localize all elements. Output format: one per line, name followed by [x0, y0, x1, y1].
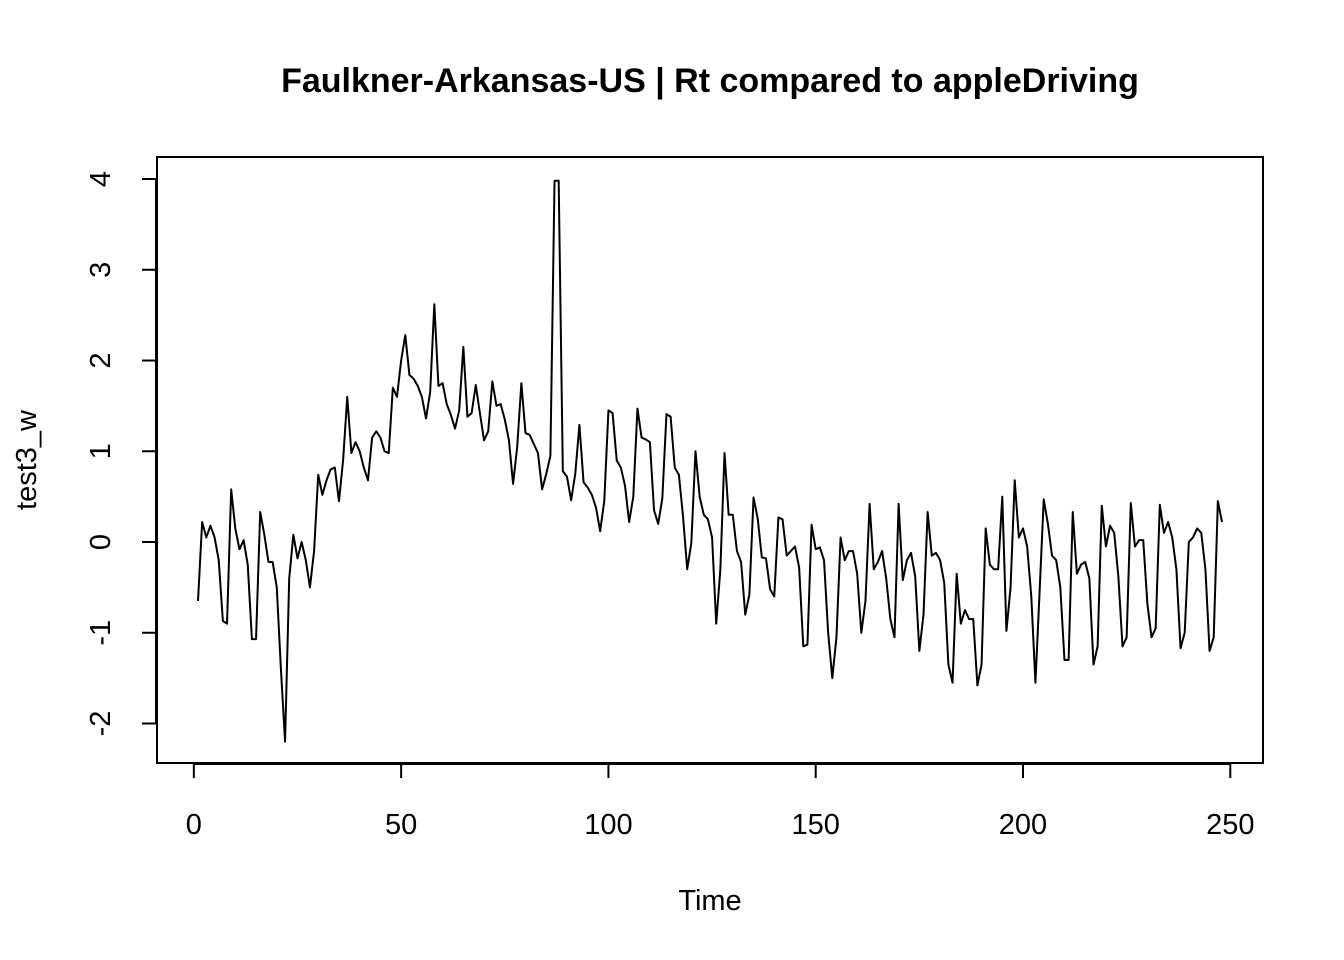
y-tick-label: -1 [85, 620, 117, 646]
plot-frame [156, 156, 1264, 764]
x-axis: 0 50 100 150 200 250 [186, 763, 1254, 841]
y-tick-label: -2 [85, 711, 117, 737]
x-axis-label: Time [678, 885, 741, 917]
chart-title: Faulkner-Arkansas-US | Rt compared to ap… [281, 62, 1139, 100]
x-tick-label: 50 [385, 809, 417, 841]
y-tick-label: 4 [85, 171, 117, 187]
x-tick-label: 100 [584, 809, 632, 841]
y-tick-label: 2 [85, 352, 117, 368]
x-tick-label: 250 [1206, 809, 1254, 841]
series-line [197, 179, 1223, 743]
x-tick-label: 200 [999, 809, 1047, 841]
y-tick-label: 1 [85, 443, 117, 459]
y-tick-label: 0 [85, 534, 117, 550]
x-tick-label: 0 [186, 809, 202, 841]
x-tick-label: 150 [792, 809, 840, 841]
y-tick-label: 3 [85, 262, 117, 278]
y-axis-label: test3_w [11, 409, 43, 510]
y-axis: -2 -1 0 1 2 3 4 [85, 171, 157, 737]
